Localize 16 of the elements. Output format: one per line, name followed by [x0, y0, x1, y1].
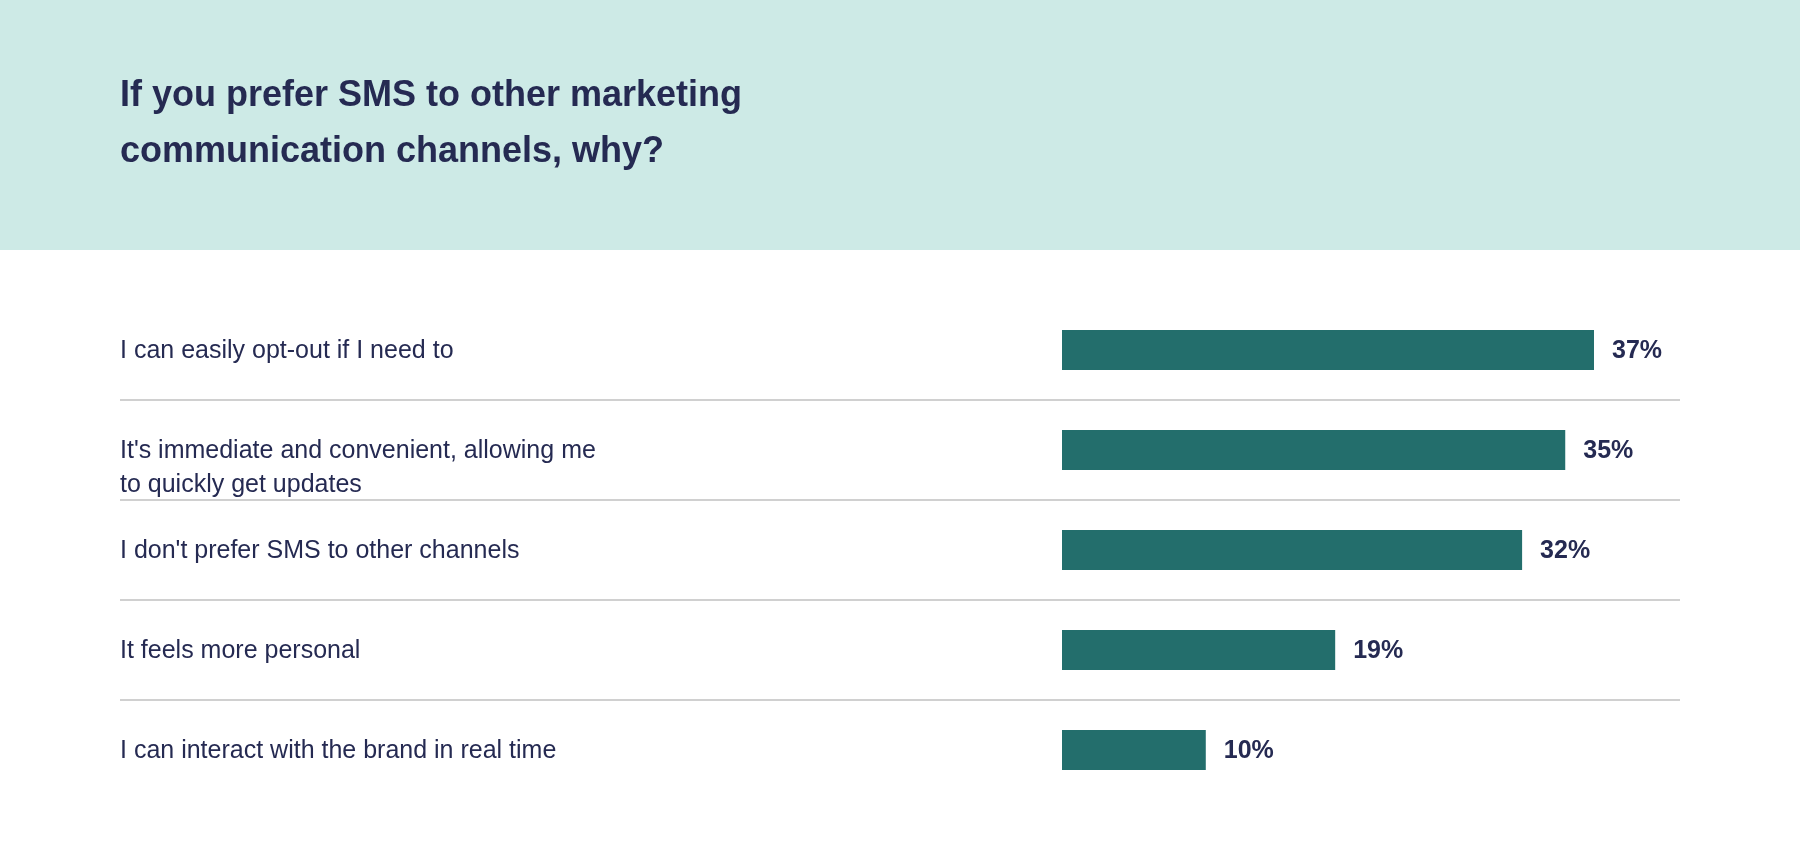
bar: [1062, 430, 1566, 470]
data-label: 32%: [1540, 535, 1591, 563]
y-tick-label: It's immediate and convenient, allowing me to quickly get updates: [120, 435, 596, 497]
data-label: 10%: [1223, 735, 1274, 763]
data-label: 19%: [1353, 635, 1404, 663]
y-tick-label: I can interact with the brand in real time: [120, 735, 557, 763]
y-tick-label: It feels more personal: [120, 635, 361, 663]
data-label: 35%: [1583, 435, 1634, 463]
y-tick-label: I can easily opt-out if I need to: [120, 335, 454, 363]
bar: [1062, 730, 1206, 770]
y-tick-label: I don't prefer SMS to other channels: [120, 535, 520, 563]
bar: [1062, 630, 1336, 670]
bar: [1062, 330, 1594, 370]
bar: [1062, 530, 1523, 570]
data-label: 37%: [1612, 335, 1663, 363]
text: If you prefer SMS to other marketing communication channels, why?: [120, 73, 743, 170]
